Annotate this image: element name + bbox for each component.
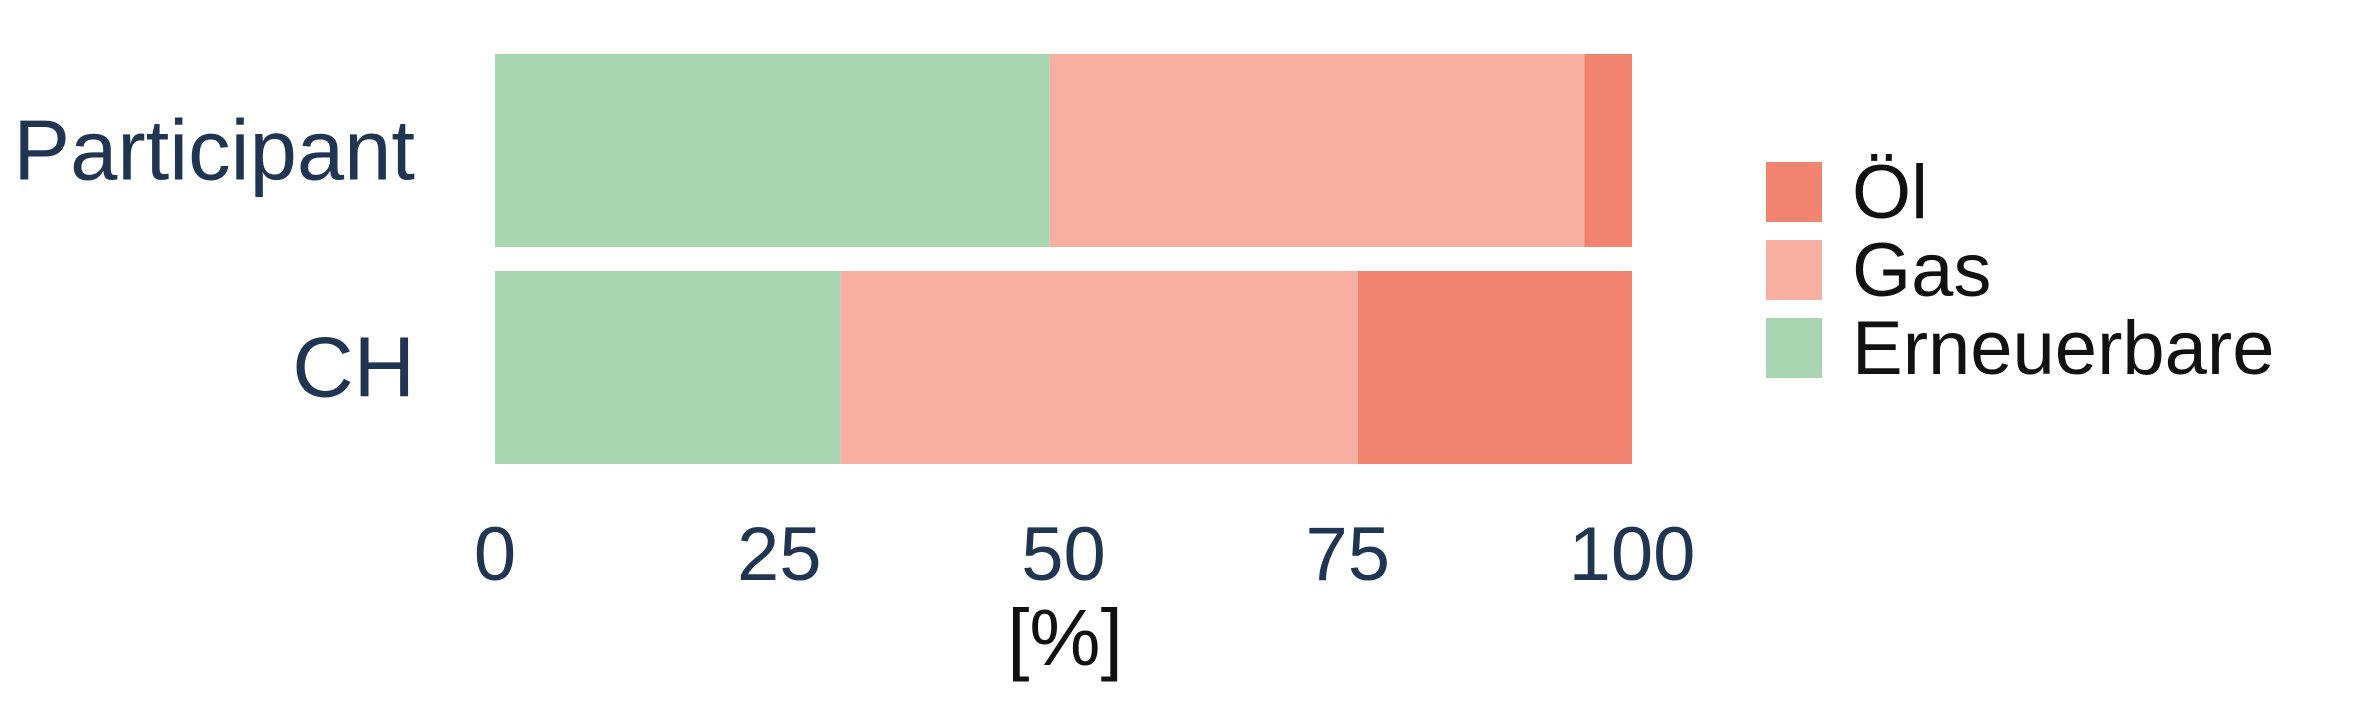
legend-swatch-öl xyxy=(1766,162,1822,222)
x-tick-label-0: 0 xyxy=(474,512,516,597)
bar-segment-participant-öl xyxy=(1584,54,1632,247)
x-tick-label-100: 100 xyxy=(1569,512,1696,597)
legend-label-erneuerbare: Erneuerbare xyxy=(1852,306,2275,391)
legend-label-öl: Öl xyxy=(1852,150,1928,235)
x-tick-label-50: 50 xyxy=(1021,512,1106,597)
category-labels: Participant CH xyxy=(13,104,415,416)
x-tick-label-75: 75 xyxy=(1305,512,1390,597)
category-label-participant: Participant xyxy=(13,104,415,199)
x-tick-label-25: 25 xyxy=(737,512,822,597)
bars-layer xyxy=(495,54,1632,464)
bar-segment-ch-gas xyxy=(840,271,1358,464)
bar-segment-ch-erneuerbare xyxy=(495,271,841,464)
x-axis-ticks: 0 25 50 75 100 xyxy=(474,512,1696,597)
legend-label-gas: Gas xyxy=(1852,228,1991,313)
category-label-ch: CH xyxy=(292,321,415,416)
x-axis-title: [%] xyxy=(1007,593,1123,682)
bar-segment-ch-öl xyxy=(1357,271,1632,464)
bar-segment-participant-erneuerbare xyxy=(495,54,1050,247)
bar-segment-participant-gas xyxy=(1049,54,1585,247)
legend-swatch-gas xyxy=(1766,240,1822,300)
legend-swatch-erneuerbare xyxy=(1766,318,1822,378)
